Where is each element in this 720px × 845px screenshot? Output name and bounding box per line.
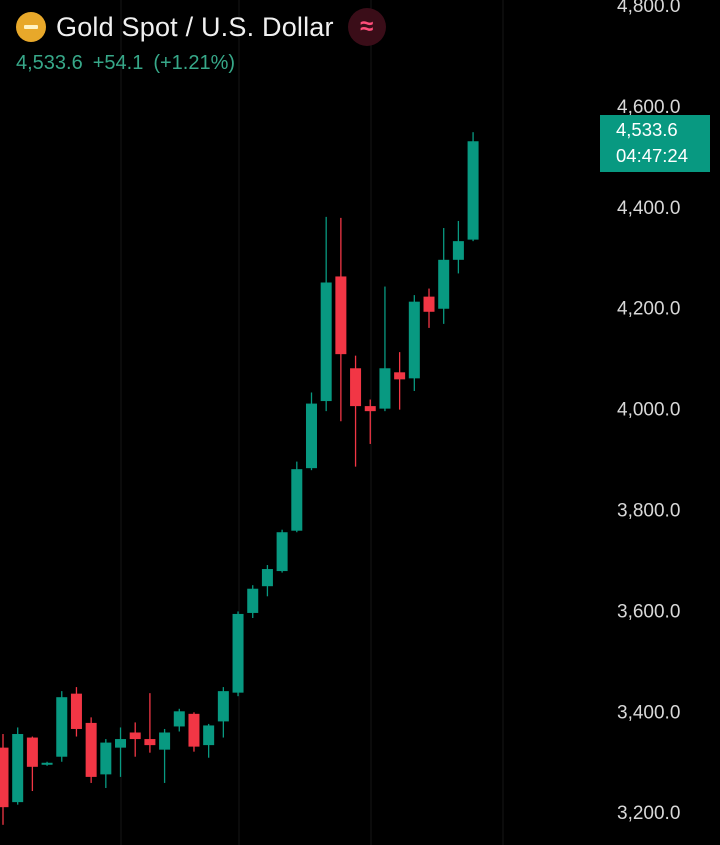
candle-body <box>173 711 185 727</box>
y-tick-label: 3,800.0 <box>617 501 680 522</box>
y-tick-label: 4,600.0 <box>617 97 680 118</box>
candle-body <box>452 241 464 260</box>
candle-body <box>276 532 288 572</box>
candle-body <box>100 742 112 775</box>
gold-bars-icon <box>16 12 46 42</box>
candle-body <box>364 406 376 412</box>
candle-body <box>438 259 450 309</box>
candle-body <box>320 282 332 402</box>
y-tick-label: 4,000.0 <box>617 400 680 421</box>
candle-body <box>70 693 82 729</box>
candle-body <box>85 722 97 777</box>
quote-row: 4,533.6 +54.1 (+1.21%) <box>16 52 386 75</box>
symbol-header: Gold Spot / U.S. Dollar ≈ 4,533.6 +54.1 … <box>16 8 386 75</box>
last-price: 4,533.6 <box>16 52 83 74</box>
bar-countdown: 04:47:24 <box>616 145 689 166</box>
price-change-percent: (+1.21%) <box>153 52 236 74</box>
symbol-title[interactable]: Gold Spot / U.S. Dollar <box>56 11 334 42</box>
y-tick-label: 3,600.0 <box>617 601 680 622</box>
y-tick-label: 3,400.0 <box>617 702 680 723</box>
candle-body <box>379 368 391 409</box>
candle-body <box>26 737 38 767</box>
candle-body <box>423 296 435 312</box>
candle-body <box>12 734 24 803</box>
candle-body <box>247 588 259 613</box>
candle-body <box>217 691 229 722</box>
y-tick-label: 4,800.0 <box>617 0 680 17</box>
candle-body <box>144 739 156 746</box>
candle-body <box>41 762 53 765</box>
y-tick-label: 4,400.0 <box>617 198 680 219</box>
data-feed-icon[interactable]: ≈ <box>347 8 386 46</box>
last-price-tag-value: 4,533.6 <box>616 119 678 140</box>
candle-body <box>408 301 420 379</box>
candle-body <box>232 613 244 693</box>
candle-body <box>394 372 406 380</box>
candle-body <box>129 732 141 740</box>
candle-body <box>0 747 9 808</box>
candle-body <box>261 569 273 587</box>
candle-body <box>335 276 347 355</box>
candle-body <box>203 725 215 746</box>
y-tick-label: 4,200.0 <box>617 299 680 320</box>
candle-body <box>115 739 127 748</box>
candle-body <box>305 403 317 469</box>
price-change: +54.1 <box>92 52 144 74</box>
candle-body <box>159 732 171 750</box>
candle-body <box>188 713 200 747</box>
candle-body <box>56 697 68 757</box>
candle-body <box>291 469 303 531</box>
candle-body <box>467 141 479 240</box>
last-price-tag: 4,533.6 04:47:24 <box>600 115 710 172</box>
y-tick-label: 3,200.0 <box>617 803 680 824</box>
candle-body <box>350 368 362 407</box>
